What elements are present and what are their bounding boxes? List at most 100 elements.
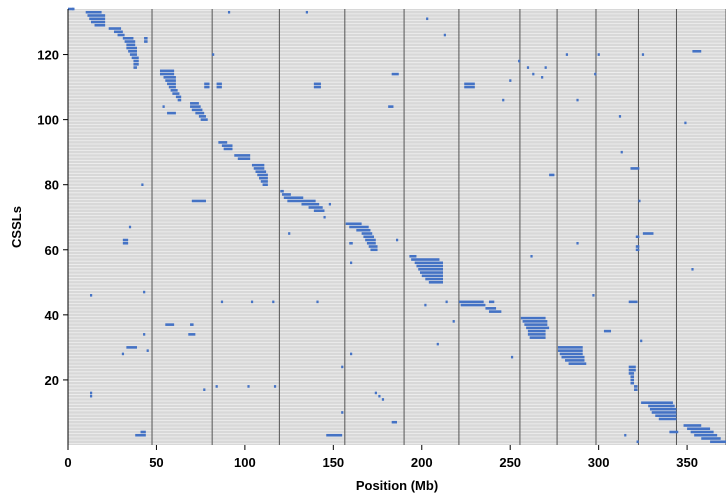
point-mark [624, 433, 627, 437]
segment [565, 359, 585, 362]
point-mark [532, 72, 535, 76]
segment [308, 206, 323, 209]
segment [557, 349, 583, 352]
point-mark [510, 355, 514, 359]
point-mark [592, 294, 595, 297]
segment [559, 352, 583, 356]
segment [690, 430, 714, 434]
segment [694, 433, 718, 437]
segment [204, 85, 210, 89]
segment [260, 180, 268, 183]
point-mark [374, 391, 377, 395]
segment [165, 323, 175, 326]
segment [108, 27, 122, 30]
segment [280, 189, 284, 193]
segment [87, 14, 106, 17]
segment [313, 209, 325, 213]
segment [520, 316, 546, 320]
point-mark [121, 352, 125, 356]
segment [131, 56, 139, 60]
segment [522, 320, 548, 323]
point-mark [273, 385, 277, 388]
segment [234, 154, 251, 157]
point-mark [341, 411, 344, 414]
point-mark [272, 300, 275, 304]
y-axis-ticks: 20 40 60 80 100 120 [37, 48, 68, 388]
segment [218, 141, 228, 144]
segment [630, 375, 635, 378]
point-mark [541, 76, 544, 79]
segment [89, 17, 106, 21]
point-mark [443, 33, 446, 37]
x-axis-title: Position (Mb) [356, 478, 438, 493]
segment [527, 333, 546, 336]
segment [117, 33, 125, 37]
segment [641, 401, 673, 405]
introgression-points [72, 7, 694, 444]
segment [283, 196, 304, 200]
segment [648, 404, 675, 408]
chromosome-boundaries [151, 9, 726, 445]
segment [361, 232, 373, 235]
point-mark [227, 10, 231, 14]
point-mark [636, 440, 639, 444]
point-mark [509, 79, 512, 82]
segment [175, 95, 182, 99]
segment [122, 36, 134, 40]
segment [634, 385, 638, 388]
segment [133, 63, 139, 66]
segment [135, 433, 146, 437]
segment [634, 388, 638, 391]
point-mark [618, 115, 622, 118]
point-mark [305, 10, 308, 14]
point-mark [518, 59, 521, 63]
segment [414, 261, 443, 265]
segment [524, 323, 548, 326]
point-mark [576, 98, 579, 102]
point-mark [597, 53, 600, 56]
segment [428, 281, 443, 284]
point-mark [162, 105, 165, 108]
segment [190, 323, 194, 326]
point-mark [288, 232, 291, 235]
segment [253, 167, 265, 170]
segment [603, 329, 612, 333]
segment [458, 300, 484, 304]
segment [642, 232, 654, 235]
point-mark [424, 303, 427, 307]
segment [683, 424, 702, 427]
y-tick-label: 60 [45, 243, 59, 258]
x-tick-label: 150 [322, 455, 344, 470]
point-mark [350, 261, 353, 265]
segment [223, 147, 233, 151]
point-mark [143, 333, 146, 336]
segment [425, 277, 443, 281]
point-mark [620, 150, 623, 154]
segment [255, 170, 267, 173]
y-tick-label: 120 [37, 48, 59, 63]
segment [122, 241, 129, 245]
segment [628, 300, 638, 304]
segment [170, 89, 178, 92]
y-axis-title: CSSLs [9, 206, 24, 248]
point-mark [381, 398, 385, 401]
segment [167, 111, 176, 115]
segment [159, 69, 175, 73]
segment [188, 333, 196, 336]
point-mark [436, 342, 439, 346]
point-mark [638, 199, 641, 203]
point-mark [146, 349, 149, 352]
segment [259, 176, 268, 180]
segment [568, 362, 587, 365]
segment [262, 183, 268, 187]
segment [488, 310, 502, 313]
point-mark [89, 394, 93, 398]
segment [655, 414, 677, 418]
segment [349, 241, 353, 245]
segment [191, 108, 203, 112]
point-mark [526, 66, 530, 69]
segment [237, 157, 251, 160]
segment [216, 85, 222, 89]
point-mark [594, 72, 597, 76]
